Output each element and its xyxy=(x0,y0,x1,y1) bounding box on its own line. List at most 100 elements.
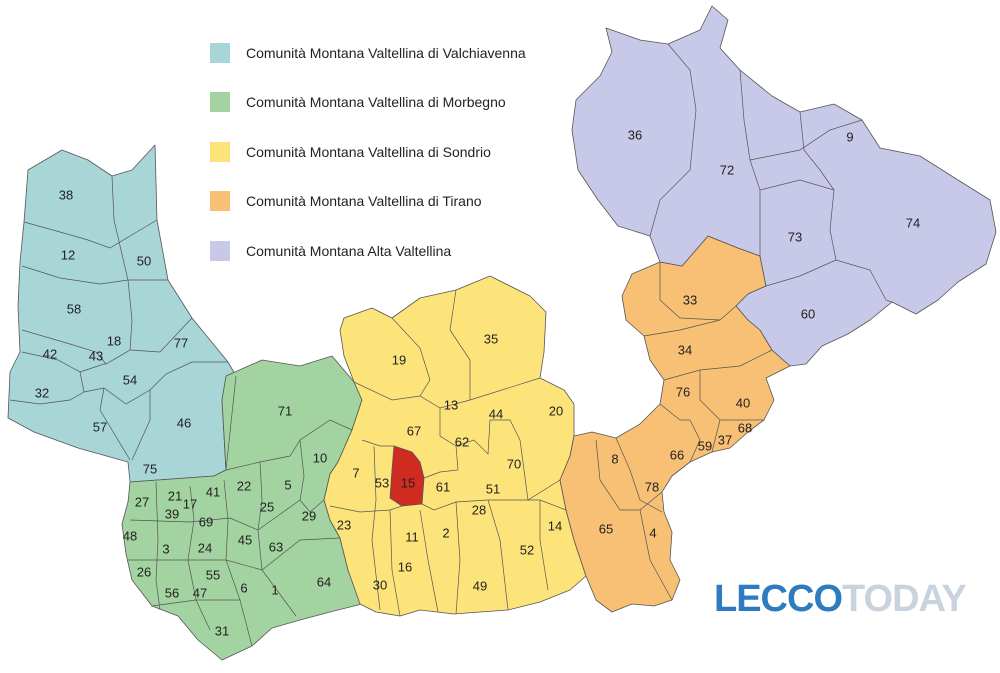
legend-item-alta: Comunità Montana Alta Valtellina xyxy=(210,226,526,276)
municipality-label-35: 35 xyxy=(484,331,498,346)
municipality-label-73: 73 xyxy=(788,229,802,244)
municipality-label-36: 36 xyxy=(628,127,642,142)
municipality-label-60: 60 xyxy=(801,306,815,321)
municipality-label-34: 34 xyxy=(678,342,692,357)
legend-swatch xyxy=(210,141,230,162)
municipality-label-23: 23 xyxy=(337,517,351,532)
municipality-label-43: 43 xyxy=(89,348,103,363)
municipality-label-4: 4 xyxy=(649,525,656,540)
municipality-label-16: 16 xyxy=(398,559,412,574)
municipality-label-6: 6 xyxy=(240,580,247,595)
legend-item-tirano: Comunità Montana Valtellina di Tirano xyxy=(210,177,526,227)
municipality-label-50: 50 xyxy=(137,253,151,268)
municipality-label-62: 62 xyxy=(455,434,469,449)
municipality-label-8: 8 xyxy=(611,451,618,466)
municipality-label-14: 14 xyxy=(548,518,562,533)
municipality-label-78: 78 xyxy=(645,479,659,494)
region-valchiavenna xyxy=(7,144,237,483)
municipality-label-7: 7 xyxy=(352,465,359,480)
municipality-label-51: 51 xyxy=(486,481,500,496)
logo-part-b: TODAY xyxy=(842,578,967,620)
municipality-label-15: 15 xyxy=(401,475,415,490)
legend-label: Comunità Montana Valtellina di Morbegno xyxy=(246,94,506,111)
municipality-label-38: 38 xyxy=(59,187,73,202)
municipality-label-28: 28 xyxy=(472,502,486,517)
municipality-label-37: 37 xyxy=(718,432,732,447)
municipality-label-5: 5 xyxy=(284,477,291,492)
municipality-label-32: 32 xyxy=(35,385,49,400)
legend-swatch xyxy=(210,240,230,261)
municipality-label-22: 22 xyxy=(237,478,251,493)
municipality-label-21: 21 xyxy=(168,488,182,503)
municipality-label-57: 57 xyxy=(93,419,107,434)
municipality-label-66: 66 xyxy=(670,447,684,462)
legend-swatch xyxy=(210,42,230,63)
municipality-label-67: 67 xyxy=(407,423,421,438)
municipality-label-56: 56 xyxy=(165,585,179,600)
municipality-label-68: 68 xyxy=(738,420,752,435)
municipality-label-10: 10 xyxy=(313,450,327,465)
municipality-label-1: 1 xyxy=(271,582,278,597)
legend-item-valchiavenna: Comunità Montana Valtellina di Valchiave… xyxy=(210,28,526,78)
legend-label: Comunità Montana Valtellina di Sondrio xyxy=(246,143,491,160)
municipality-label-3: 3 xyxy=(162,541,169,556)
municipality-label-55: 55 xyxy=(206,567,220,582)
municipality-label-18: 18 xyxy=(107,333,121,348)
legend-label: Comunità Montana Valtellina di Tirano xyxy=(246,193,482,210)
municipality-label-17: 17 xyxy=(183,496,197,511)
lecco-today-logo: LECCOTODAY xyxy=(714,578,967,621)
municipality-label-20: 20 xyxy=(549,403,563,418)
municipality-label-19: 19 xyxy=(392,352,406,367)
municipality-label-44: 44 xyxy=(489,406,503,421)
municipality-label-41: 41 xyxy=(206,484,220,499)
region-alta xyxy=(571,5,997,367)
internal-borders xyxy=(9,43,893,647)
municipality-label-63: 63 xyxy=(269,539,283,554)
municipality-label-24: 24 xyxy=(198,540,212,555)
municipality-label-27: 27 xyxy=(135,494,149,509)
municipality-label-46: 46 xyxy=(177,415,191,430)
municipality-label-64: 64 xyxy=(317,574,331,589)
municipality-label-77: 77 xyxy=(174,335,188,350)
municipality-label-25: 25 xyxy=(260,499,274,514)
municipality-label-33: 33 xyxy=(683,292,697,307)
municipality-label-42: 42 xyxy=(43,346,57,361)
legend-swatch xyxy=(210,191,230,212)
legend-label: Comunità Montana Alta Valtellina xyxy=(246,242,452,259)
municipality-label-39: 39 xyxy=(165,506,179,521)
municipality-label-12: 12 xyxy=(61,247,75,262)
legend-swatch xyxy=(210,92,230,113)
municipality-label-69: 69 xyxy=(199,514,213,529)
municipality-label-71: 71 xyxy=(278,403,292,418)
legend-item-morbegno: Comunità Montana Valtellina di Morbegno xyxy=(210,78,526,128)
municipality-label-11: 11 xyxy=(405,529,419,544)
legend-item-sondrio: Comunità Montana Valtellina di Sondrio xyxy=(210,127,526,177)
municipality-label-13: 13 xyxy=(444,397,458,412)
municipality-label-58: 58 xyxy=(67,301,81,316)
municipality-label-70: 70 xyxy=(507,456,521,471)
municipality-label-2: 2 xyxy=(442,525,449,540)
region-sondrio xyxy=(323,275,587,617)
municipality-label-65: 65 xyxy=(599,521,613,536)
municipality-label-59: 59 xyxy=(698,438,712,453)
municipality-label-26: 26 xyxy=(137,564,151,579)
legend: Comunità Montana Valtellina di Valchiave… xyxy=(210,28,526,276)
municipality-label-29: 29 xyxy=(302,508,316,523)
municipality-label-49: 49 xyxy=(473,578,487,593)
municipality-label-45: 45 xyxy=(238,532,252,547)
municipality-label-74: 74 xyxy=(906,215,920,230)
municipality-label-48: 48 xyxy=(123,528,137,543)
municipality-label-52: 52 xyxy=(520,542,534,557)
municipality-label-30: 30 xyxy=(373,577,387,592)
municipality-label-75: 75 xyxy=(143,461,157,476)
municipality-label-40: 40 xyxy=(736,395,750,410)
municipality-label-76: 76 xyxy=(676,384,690,399)
logo-part-a: LECCO xyxy=(714,578,843,620)
legend-label: Comunità Montana Valtellina di Valchiave… xyxy=(246,44,526,61)
municipality-label-61: 61 xyxy=(436,479,450,494)
municipality-label-9: 9 xyxy=(846,129,853,144)
municipality-label-54: 54 xyxy=(123,372,137,387)
